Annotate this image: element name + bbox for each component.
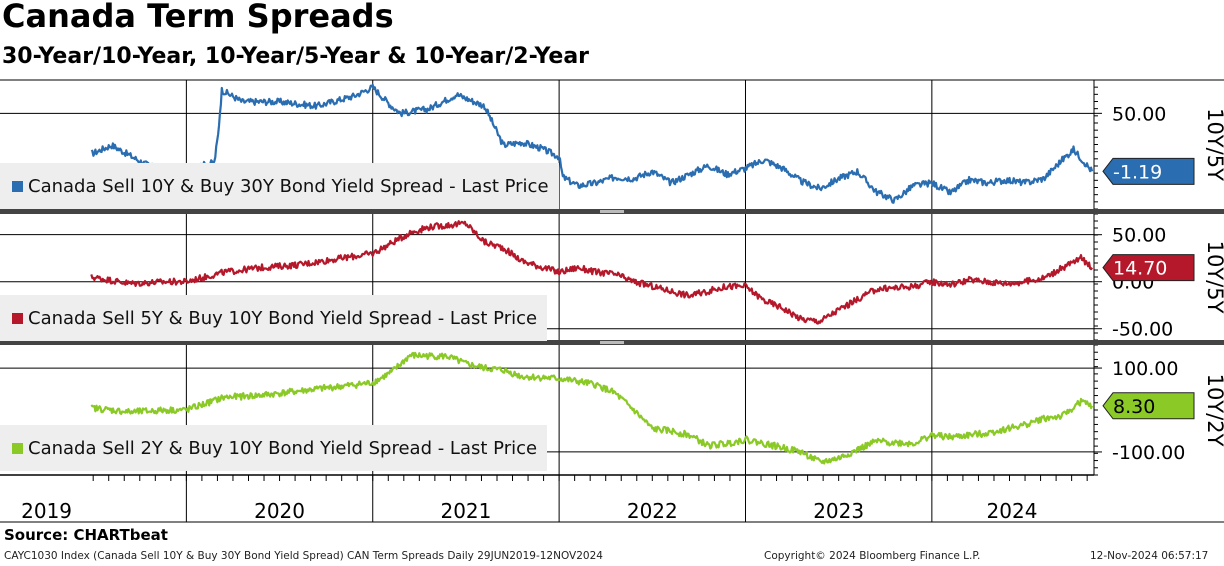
series-line-3 (90, 351, 1094, 465)
x-tick-label: 2021 (440, 499, 491, 523)
legend-panel-3: Canada Sell 2Y & Buy 10Y Bond Yield Spre… (0, 425, 548, 471)
last-value-label-2: 14.70 (1113, 258, 1167, 280)
panel-label-1: 10Y/5Y (1203, 108, 1224, 181)
panel-label-3: 10Y/2Y (1203, 374, 1224, 447)
x-tick-label: 2024 (987, 499, 1038, 523)
panel-drag-handle-2 (600, 341, 624, 344)
series-line-1 (90, 83, 1094, 204)
panel-drag-handle-1 (600, 210, 624, 213)
legend-swatch-1 (12, 180, 23, 192)
last-value-tag-3 (1102, 392, 1195, 420)
x-tick-label: 2020 (254, 499, 305, 523)
series-line-2 (90, 220, 1094, 325)
legend-panel-2: Canada Sell 5Y & Buy 10Y Bond Yield Spre… (0, 295, 548, 341)
legend-label-1: Canada Sell 10Y & Buy 30Y Bond Yield Spr… (28, 175, 549, 197)
footer-left: CAYC1030 Index (Canada Sell 10Y & Buy 30… (4, 550, 603, 562)
y-tick-label: 50.00 (1112, 103, 1166, 125)
last-value-tag-1 (1102, 157, 1195, 185)
x-tick-label: 2023 (813, 499, 864, 523)
legend-label-2: Canada Sell 5Y & Buy 10Y Bond Yield Spre… (28, 307, 538, 329)
last-value-label-3: 8.30 (1113, 396, 1155, 418)
source-note: Source: CHARTbeat (4, 526, 168, 544)
panel-label-2: 10Y/5Y (1203, 241, 1224, 314)
x-tick-label: 2022 (627, 499, 678, 523)
chart-title: Canada Term Spreads (2, 0, 394, 35)
y-tick-label: 100.00 (1112, 358, 1178, 380)
footer-timestamp: 12-Nov-2024 06:57:17 (1090, 550, 1209, 562)
last-value-tag-2 (1102, 254, 1195, 282)
legend-swatch-3 (12, 442, 23, 454)
y-tick-label: -100.00 (1112, 442, 1185, 464)
legend-swatch-2 (12, 312, 23, 324)
x-tick-label: 2019 (21, 499, 72, 523)
legend-panel-1: Canada Sell 10Y & Buy 30Y Bond Yield Spr… (0, 163, 559, 209)
y-tick-label: -50.00 (1112, 319, 1173, 341)
chart-subtitle: 30-Year/10-Year, 10-Year/5-Year & 10-Yea… (2, 44, 590, 69)
footer-copyright: Copyright© 2024 Bloomberg Finance L.P. (764, 550, 981, 562)
last-value-label-1: -1.19 (1113, 161, 1162, 183)
legend-label-3: Canada Sell 2Y & Buy 10Y Bond Yield Spre… (28, 437, 538, 459)
y-tick-label: 50.00 (1112, 225, 1166, 247)
